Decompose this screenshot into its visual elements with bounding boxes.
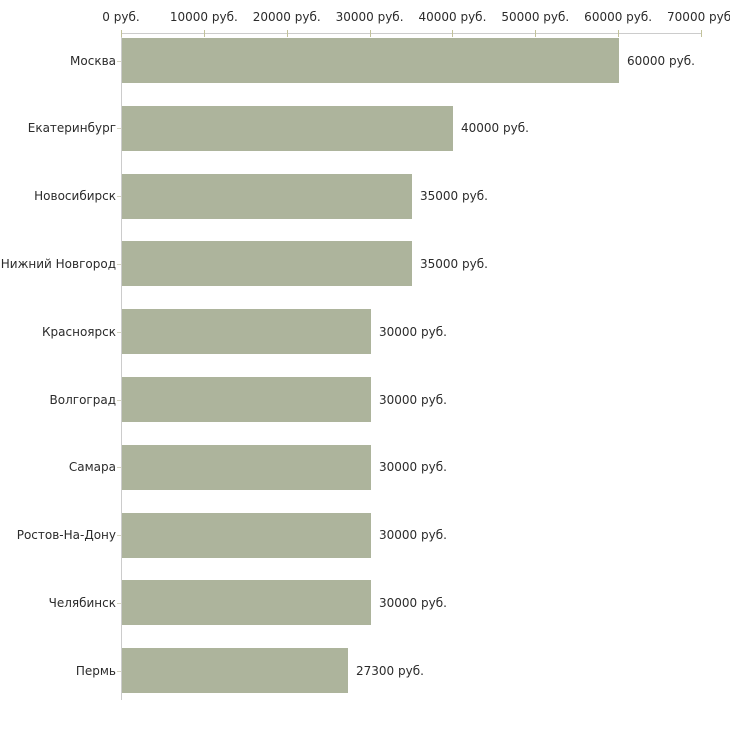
- value-label: 30000 руб.: [379, 460, 447, 475]
- bar: [122, 105, 453, 151]
- category-label: Новосибирск: [34, 189, 116, 204]
- x-axis-tick-label: 30000 руб.: [335, 10, 404, 24]
- value-label: 30000 руб.: [379, 528, 447, 543]
- value-label: 30000 руб.: [379, 392, 447, 407]
- category-label: Челябинск: [48, 595, 116, 610]
- category-tick-mark: [117, 603, 121, 604]
- bar: [122, 241, 412, 287]
- value-label: 35000 руб.: [420, 256, 488, 271]
- x-axis-tick-label: 40000 руб.: [418, 10, 487, 24]
- x-axis-tick-label: 10000 руб.: [169, 10, 238, 24]
- value-label: 30000 руб.: [379, 595, 447, 610]
- x-axis-tick-mark: [121, 30, 122, 37]
- x-axis-tick-label: 60000 руб.: [584, 10, 653, 24]
- bar: [122, 38, 619, 83]
- bar: [122, 377, 371, 422]
- category-tick-mark: [117, 467, 121, 468]
- x-axis-tick-label: 20000 руб.: [252, 10, 321, 24]
- x-axis-tick-mark: [535, 30, 537, 37]
- category-label: Нижний Новгород: [0, 256, 116, 271]
- plot-area: [121, 33, 701, 700]
- value-label: 60000 руб.: [627, 53, 695, 68]
- bar: [122, 580, 371, 626]
- bar: [122, 512, 371, 558]
- value-label: 30000 руб.: [379, 324, 447, 339]
- category-tick-mark: [117, 61, 121, 62]
- value-label: 27300 руб.: [356, 663, 424, 678]
- category-label: Красноярск: [42, 324, 116, 339]
- x-axis-tick-label: 50000 руб.: [501, 10, 570, 24]
- category-tick-mark: [117, 671, 121, 672]
- x-axis-tick-label: 70000 руб.: [667, 10, 730, 24]
- category-label: Екатеринбург: [27, 121, 116, 136]
- category-label: Москва: [70, 53, 116, 68]
- bar: [122, 444, 371, 490]
- value-label: 40000 руб.: [461, 121, 529, 136]
- category-tick-mark: [117, 332, 121, 333]
- bar: [122, 648, 348, 694]
- category-tick-mark: [117, 400, 121, 401]
- bar: [122, 309, 371, 355]
- bar: [122, 173, 412, 219]
- x-axis-tick-mark: [369, 30, 371, 37]
- category-label: Пермь: [75, 663, 116, 678]
- category-label: Самара: [68, 460, 116, 475]
- category-tick-mark: [117, 264, 121, 265]
- x-axis-tick-mark: [203, 30, 205, 37]
- category-label: Волгоград: [49, 392, 116, 407]
- category-tick-mark: [117, 196, 121, 197]
- x-axis-tick-label: 0 руб.: [102, 10, 140, 24]
- x-axis-tick-mark: [286, 30, 288, 37]
- x-axis-tick-mark: [452, 30, 454, 37]
- x-axis-tick-mark: [701, 30, 702, 37]
- category-tick-mark: [117, 535, 121, 536]
- category-tick-mark: [117, 128, 121, 129]
- category-label: Ростов-На-Дону: [16, 528, 116, 543]
- value-label: 35000 руб.: [420, 189, 488, 204]
- x-axis-tick-mark: [618, 30, 620, 37]
